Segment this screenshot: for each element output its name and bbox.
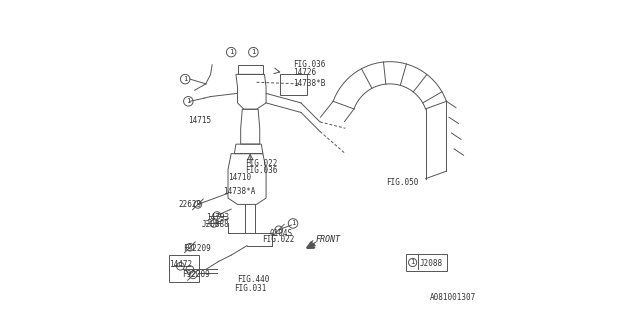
Text: 1: 1 — [252, 49, 255, 55]
Text: FIG.036: FIG.036 — [246, 166, 278, 175]
Text: 14710: 14710 — [228, 173, 251, 182]
Text: FIG.440: FIG.440 — [237, 276, 270, 284]
Text: 14738*A: 14738*A — [223, 187, 255, 196]
Text: FIG.022: FIG.022 — [246, 159, 278, 168]
Text: FIG.050: FIG.050 — [387, 178, 419, 187]
Text: 14793: 14793 — [207, 212, 230, 222]
Text: F92209: F92209 — [182, 270, 210, 279]
Text: 14726: 14726 — [293, 68, 316, 77]
Text: 1: 1 — [183, 76, 188, 82]
Text: FIG.022: FIG.022 — [262, 236, 294, 244]
Text: 14472: 14472 — [170, 260, 193, 269]
Text: F92209: F92209 — [184, 244, 211, 253]
Text: FRONT: FRONT — [316, 236, 341, 244]
Text: 1: 1 — [291, 220, 295, 227]
Text: 22629: 22629 — [179, 200, 202, 209]
Text: FIG.031: FIG.031 — [234, 284, 267, 293]
Text: J20888: J20888 — [202, 220, 230, 229]
Text: 14715: 14715 — [188, 116, 211, 125]
Text: 1: 1 — [410, 260, 415, 266]
Text: 1: 1 — [186, 98, 191, 104]
Text: A081001307: A081001307 — [429, 293, 476, 302]
Text: 1: 1 — [229, 49, 234, 55]
Text: FIG.036: FIG.036 — [293, 60, 325, 69]
Text: J2088: J2088 — [420, 259, 443, 268]
Text: 14738*B: 14738*B — [293, 79, 325, 88]
Text: 0104S: 0104S — [270, 229, 293, 238]
